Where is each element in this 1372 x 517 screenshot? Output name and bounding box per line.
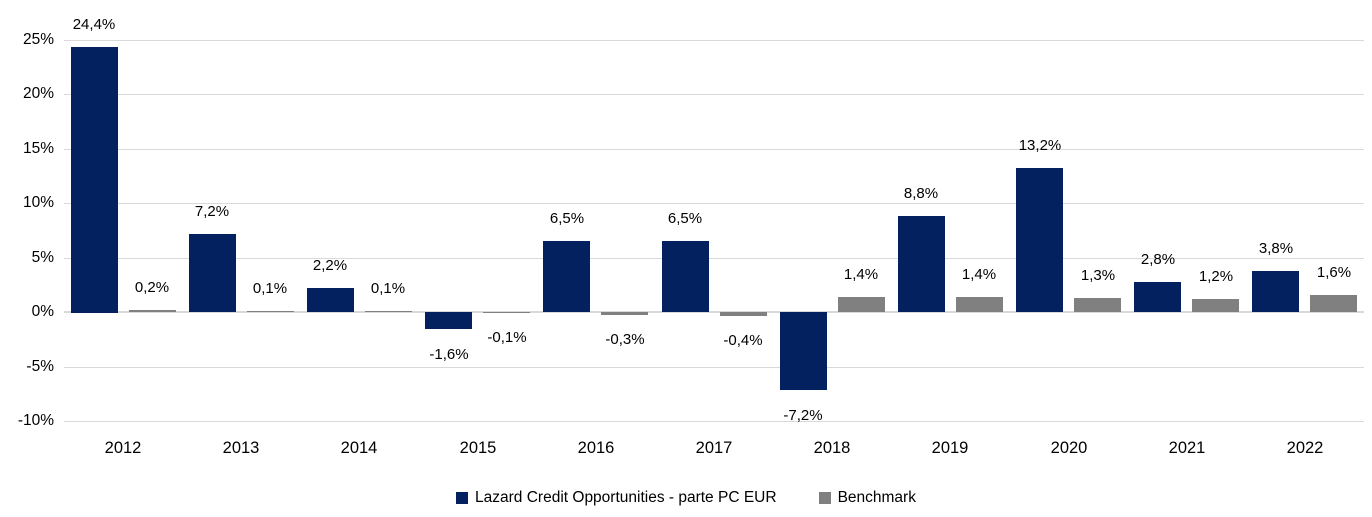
fund-bar: [1134, 282, 1181, 312]
y-axis-tick-label: 15%: [22, 140, 54, 157]
bar-value-label: 1,3%: [1080, 267, 1116, 284]
bar-value-label: 2,2%: [312, 257, 348, 274]
benchmark-bar: [1074, 298, 1121, 312]
benchmark-bar: [838, 297, 885, 312]
fund-bar: [662, 241, 709, 312]
benchmark-bar: [129, 310, 176, 312]
bar-value-label: 1,4%: [843, 266, 879, 283]
fund-bar: [71, 47, 118, 313]
bar-value-label: 2,8%: [1140, 251, 1176, 268]
fund-bar: [543, 241, 590, 312]
x-axis-year-label: 2022: [1286, 439, 1324, 457]
bar-value-label: 1,2%: [1198, 268, 1234, 285]
benchmark-bar: [720, 312, 767, 316]
gridline: [64, 149, 1364, 150]
x-axis-year-label: 2018: [813, 439, 851, 457]
bar-value-label: -0,4%: [723, 332, 763, 349]
bar-value-label: 24,4%: [72, 16, 116, 33]
y-axis-tick-label: 5%: [31, 249, 54, 266]
x-axis-year-label: 2020: [1050, 439, 1088, 457]
gridline: [64, 258, 1364, 259]
benchmark-bar: [1192, 299, 1239, 312]
benchmark-bar: [365, 311, 412, 312]
y-axis-tick-label: 10%: [22, 194, 54, 211]
fund-bar: [1252, 271, 1299, 312]
benchmark-bar: [483, 312, 530, 313]
gridline: [64, 40, 1364, 41]
x-axis-year-label: 2015: [459, 439, 497, 457]
bar-value-label: 7,2%: [194, 203, 230, 220]
fund-bar: [898, 216, 945, 312]
fund-bar: [307, 288, 354, 312]
gridline: [64, 203, 1364, 204]
x-axis-year-label: 2014: [340, 439, 378, 457]
bar-value-label: 0,1%: [252, 280, 288, 297]
benchmark-bar: [956, 297, 1003, 312]
zero-axis-line: [64, 311, 1364, 313]
chart-legend: Lazard Credit Opportunities - parte PC E…: [0, 486, 1372, 510]
fund-bar: [189, 234, 236, 312]
bar-value-label: 8,8%: [903, 185, 939, 202]
legend-label-fund: Lazard Credit Opportunities - parte PC E…: [475, 489, 777, 506]
bar-value-label: 3,8%: [1258, 240, 1294, 257]
benchmark-bar: [601, 312, 648, 315]
bar-value-label: 6,5%: [549, 210, 585, 227]
bar-value-label: -7,2%: [783, 407, 823, 424]
legend-item-benchmark: Benchmark: [818, 489, 916, 507]
bar-value-label: 0,1%: [370, 280, 406, 297]
y-axis-tick-label: 0%: [31, 303, 54, 320]
legend-label-benchmark: Benchmark: [837, 489, 916, 506]
benchmark-bar: [247, 311, 294, 312]
gridline: [64, 367, 1364, 368]
gridline: [64, 94, 1364, 95]
x-axis-year-label: 2012: [104, 439, 142, 457]
gridline: [64, 421, 1364, 422]
fund-bar: [1016, 168, 1063, 312]
bar-value-label: -1,6%: [429, 346, 469, 363]
y-axis-tick-label: -5%: [26, 358, 54, 375]
bar-value-label: 0,2%: [134, 279, 170, 296]
bar-value-label: 1,6%: [1316, 264, 1352, 281]
legend-swatch-fund-icon: [456, 492, 469, 504]
x-axis-year-label: 2017: [695, 439, 733, 457]
bar-value-label: -0,3%: [605, 331, 645, 348]
bar-value-label: 6,5%: [667, 210, 703, 227]
y-axis-tick-label: 20%: [22, 85, 54, 102]
legend-swatch-benchmark-icon: [818, 492, 831, 504]
x-axis-year-label: 2021: [1168, 439, 1206, 457]
benchmark-bar: [1310, 295, 1357, 312]
x-axis-year-label: 2019: [931, 439, 969, 457]
x-axis-year-label: 2016: [577, 439, 615, 457]
y-axis-tick-label: -10%: [17, 412, 54, 429]
bar-value-label: -0,1%: [487, 329, 527, 346]
fund-bar: [425, 312, 472, 329]
x-axis-year-label: 2013: [222, 439, 260, 457]
bar-value-label: 13,2%: [1018, 137, 1062, 154]
fund-bar: [780, 312, 827, 390]
y-axis-tick-label: 25%: [22, 31, 54, 48]
legend-item-fund: Lazard Credit Opportunities - parte PC E…: [456, 489, 777, 507]
bar-value-label: 1,4%: [961, 266, 997, 283]
